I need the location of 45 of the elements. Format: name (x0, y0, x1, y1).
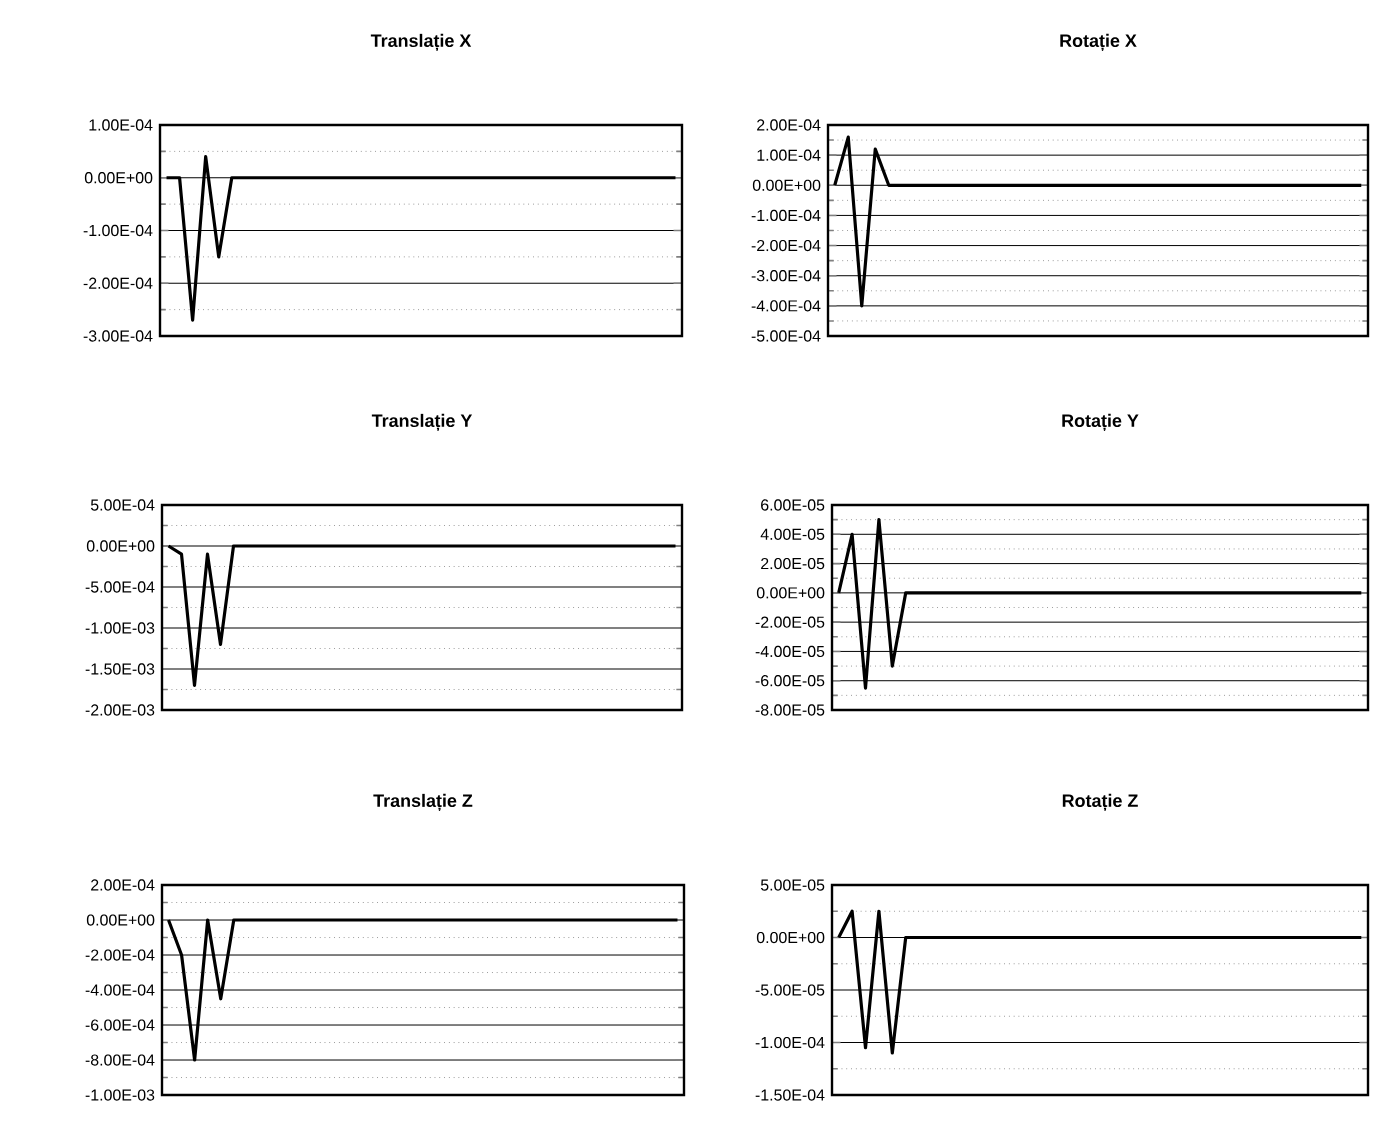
chart-title: Translație Z (373, 793, 473, 812)
y-tick-label: -1.00E-04 (751, 209, 821, 222)
y-tick-label: 0.00E+00 (84, 172, 153, 184)
y-tick-label: 4.00E-05 (760, 528, 825, 540)
y-tick-label: -2.00E-04 (83, 277, 153, 289)
y-tick-label: -1.00E-04 (83, 224, 153, 237)
y-tick-label: -2.00E-03 (85, 704, 155, 716)
y-tick-label: -4.00E-05 (755, 645, 825, 658)
y-tick-label: -3.00E-04 (751, 270, 821, 282)
y-tick-label: -8.00E-04 (85, 1054, 155, 1066)
y-tick-label: 0.00E+00 (756, 587, 825, 599)
y-tick-label: -3.00E-04 (83, 330, 153, 342)
y-tick-label: -2.00E-04 (751, 239, 821, 252)
y-tick-label: 2.00E-05 (761, 557, 825, 570)
y-tick-label: -4.00E-04 (85, 984, 155, 996)
y-tick-label: 2.00E-04 (757, 119, 821, 131)
y-tick-label: 0.00E+00 (752, 179, 821, 191)
y-tick-label: 0.00E+00 (86, 540, 155, 552)
y-tick-label: -1.50E-03 (85, 663, 155, 675)
y-tick-label: 1.00E-04 (757, 149, 821, 161)
y-tick-label: -6.00E-04 (85, 1019, 155, 1031)
y-tick-label: -1.00E-04 (755, 1036, 825, 1049)
chart-title: Translație Y (371, 413, 473, 432)
y-tick-label: -1.00E-03 (85, 1089, 155, 1101)
y-tick-label: 6.00E-05 (761, 499, 825, 511)
y-tick-label: -8.00E-05 (755, 704, 825, 716)
y-tick-label: 2.00E-04 (91, 879, 155, 891)
chart-title: Rotație Y (1062, 413, 1139, 432)
y-tick-label: -1.00E-03 (85, 622, 155, 634)
chart-title: Rotație Z (1062, 793, 1138, 812)
y-tick-label: -1.50E-04 (755, 1089, 825, 1101)
y-tick-label: 0.00E+00 (756, 931, 825, 944)
y-tick-label: -2.00E-05 (755, 616, 825, 628)
y-tick-label: 5.00E-05 (760, 879, 825, 891)
y-tick-label: 5.00E-04 (90, 499, 155, 511)
chart-title: Translație X (370, 33, 472, 52)
y-tick-label: -6.00E-05 (755, 675, 825, 687)
y-tick-label: 0.00E+00 (86, 914, 155, 926)
y-tick-label: 1.00E-04 (89, 119, 153, 131)
chart-title: Rotație X (1060, 33, 1137, 52)
y-tick-label: -2.00E-04 (85, 949, 155, 961)
y-tick-label: -5.00E-04 (751, 330, 821, 342)
y-tick-label: -5.00E-04 (85, 581, 155, 593)
y-tick-label: -5.00E-05 (755, 984, 825, 996)
y-tick-label: -4.00E-04 (751, 300, 821, 312)
